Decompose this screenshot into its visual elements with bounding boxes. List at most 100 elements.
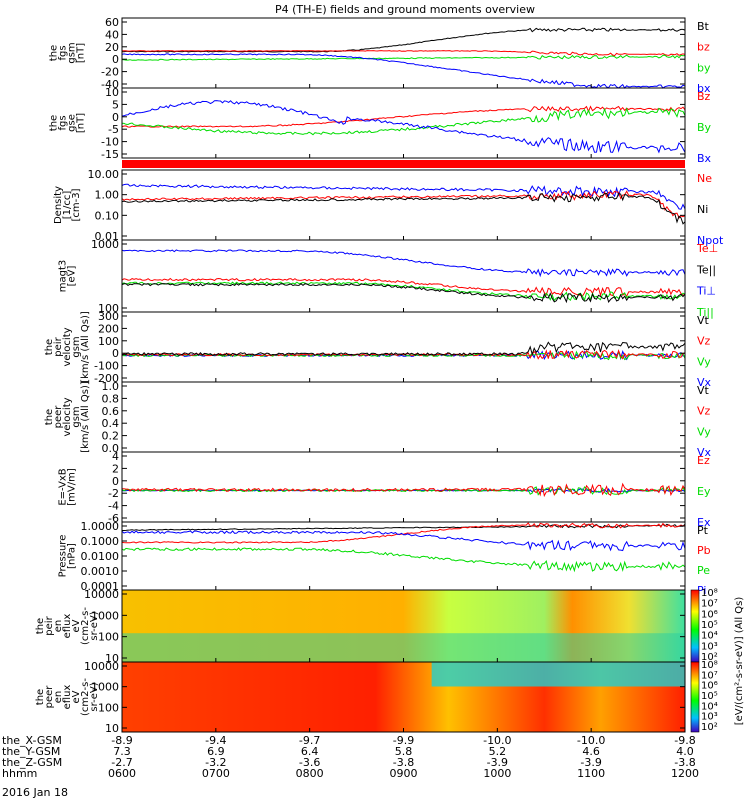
series-line-green (121, 281, 686, 302)
colorbar-tick: 10⁵ (701, 620, 718, 631)
panel-frame (121, 169, 686, 241)
series-line-black (121, 282, 686, 304)
legend-label: bz (697, 41, 710, 54)
y-axis-label: fgs (58, 115, 69, 130)
y-tick-label: 100 (98, 302, 119, 315)
quality-flag-bar (122, 160, 685, 168)
panel-p4: 10.00 1.00 0.10 0.01 Density[1/cc][cm-3] Ne Ni… (53, 168, 724, 247)
y-axis-label: [mV/m] (67, 468, 78, 506)
x-row-value: 1200 (671, 767, 699, 780)
y-tick-label: 1.0 (102, 380, 120, 393)
y-axis-label: gse (67, 114, 78, 132)
y-tick-label: -2 (108, 487, 119, 500)
y-tick-label: 0 (112, 475, 119, 488)
x-row-value: -3.6 (299, 756, 320, 769)
x-row-value: 1000 (483, 767, 511, 780)
y-axis-label: [eV] (67, 266, 78, 287)
panel-p7: 1.00.80.60.40.20.0 thepeervelocitygsm[km/… (44, 380, 712, 459)
plot-title: P4 (TH-E) fields and ground moments over… (275, 3, 535, 16)
x-row-value: -8.9 (111, 734, 132, 747)
y-tick-label: 10.00 (88, 168, 120, 181)
x-row-value: -10.0 (483, 734, 511, 747)
series-line-black (121, 192, 686, 225)
x-row-label: the_X-GSM (2, 734, 62, 747)
y-tick-label: 0.10 (95, 209, 120, 222)
panels: 6040200-20-40thefgsgsm[nT]Btbzbybx1050-5… (35, 16, 745, 735)
y-tick-label: 0.0001 (81, 580, 120, 593)
series-line-blue (121, 249, 686, 278)
x-row-value: -3.8 (674, 756, 695, 769)
colorbar (690, 589, 700, 663)
y-axis-label: (cm2-s- (80, 607, 91, 645)
y-axis-label: sr-eV) (89, 611, 100, 640)
x-row-value: -3.8 (393, 756, 414, 769)
y-axis-label: peer (53, 405, 64, 429)
y-axis-label: sr-eV) (89, 682, 100, 711)
y-tick-label: 10000 (84, 660, 119, 673)
legend-label: Pb (697, 544, 711, 557)
y-axis-label: gsm (67, 42, 78, 63)
y-axis-label: eV (71, 619, 82, 632)
legend-label: Bz (697, 90, 711, 103)
colorbar-tick: 10⁸ (701, 660, 718, 671)
series-line-red (121, 190, 686, 219)
y-tick-label: 1000 (91, 609, 119, 622)
x-row-value: -9.9 (393, 734, 414, 747)
x-axis-labels: the_X-GSM -8.9 -9.4 -9.7 -9.9 -10.0 -10.0 -9.8 t… (2, 734, 699, 780)
y-tick-label: 5 (112, 98, 119, 111)
series-line-blue (121, 100, 686, 154)
x-row-value: 4.0 (676, 745, 694, 758)
colorbar-tick: 10⁶ (701, 681, 718, 692)
y-axis-label: magt3 (58, 260, 69, 293)
series-line-blue (121, 53, 686, 89)
y-tick-label: 40 (105, 28, 119, 41)
y-tick-label: 0 (112, 53, 119, 66)
y-axis-label: [km/s (All Qs)] (80, 381, 91, 453)
legend-label: Ez (697, 454, 710, 467)
series-line-red (121, 50, 686, 57)
y-axis-label: eflux (62, 685, 73, 710)
y-tick-label: 0.8 (102, 392, 120, 405)
y-axis-label: peer (44, 685, 55, 709)
y-axis-label: the (35, 689, 46, 705)
x-row-value: -9.7 (299, 734, 320, 747)
x-row-value: 0700 (202, 767, 230, 780)
x-row-value: 0800 (296, 767, 324, 780)
legend-label: By (697, 121, 712, 134)
x-row-value: 0600 (108, 767, 136, 780)
date-label: 2016 Jan 18 (2, 786, 68, 799)
panel-frame (121, 239, 686, 313)
x-row-value: 5.8 (395, 745, 413, 758)
x-row-value: -10.0 (577, 734, 605, 747)
x-row-value: -3.9 (580, 756, 601, 769)
y-tick-label: 1000 (91, 681, 119, 694)
y-axis-label: [nPa] (67, 543, 78, 569)
colorbar-tick: 10³ (701, 712, 718, 723)
x-row-value: -9.8 (674, 734, 695, 747)
x-row-value: 4.6 (582, 745, 600, 758)
y-axis-label: [1/cc] (62, 191, 73, 220)
y-tick-label: 0.6 (102, 405, 120, 418)
y-tick-label: 2 (112, 462, 119, 475)
y-tick-label: -40 (101, 78, 119, 91)
legend-label: Npot (697, 234, 724, 247)
y-axis-label: en (53, 620, 64, 633)
panel-frame (121, 311, 686, 383)
series-line-red (121, 277, 685, 298)
y-axis-label: the (49, 45, 60, 61)
legend-label: Vt (697, 384, 710, 397)
panel-p3 (122, 160, 685, 168)
x-row-label: the_Y-GSM (2, 745, 60, 758)
colorbar-tick: 10⁴ (701, 631, 718, 642)
x-row-value: 7.3 (113, 745, 131, 758)
y-axis-label: Pressure (58, 535, 69, 578)
x-row-value: -3.2 (205, 756, 226, 769)
y-axis-label: peir (53, 336, 64, 356)
y-axis-label: E=-VxB (58, 468, 69, 505)
y-axis-label: the (44, 339, 55, 355)
y-tick-label: 10000 (84, 588, 119, 601)
y-axis-label: velocity (62, 397, 73, 436)
y-axis-label: [cm-3] (71, 188, 82, 221)
